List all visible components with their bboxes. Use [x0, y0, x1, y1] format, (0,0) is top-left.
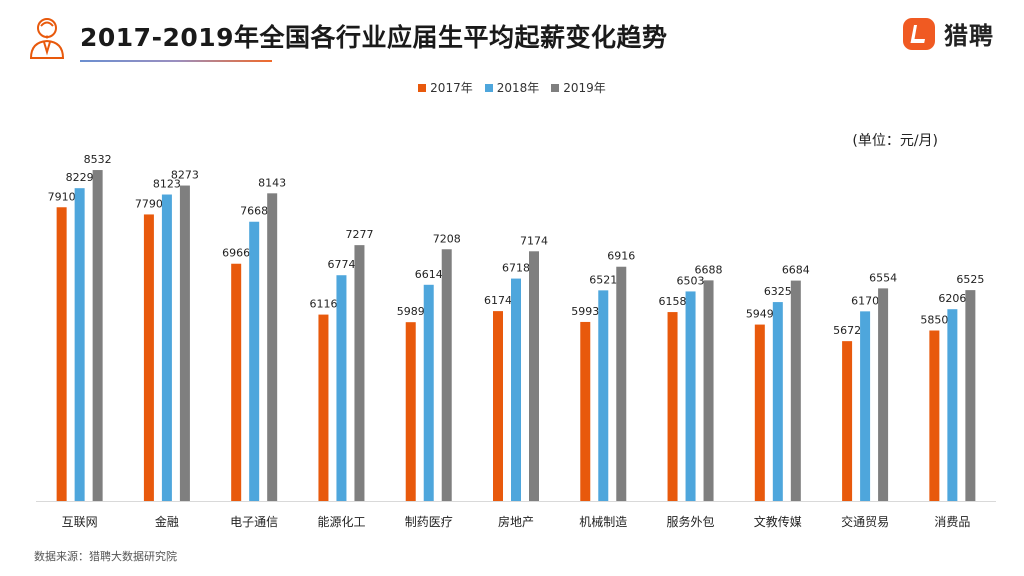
value-label: 6116 — [309, 298, 337, 311]
category-label: 文教传媒 — [754, 514, 802, 529]
value-label: 6684 — [782, 264, 810, 277]
brand-name: 猎聘 — [944, 22, 994, 50]
value-label: 6916 — [607, 250, 635, 263]
liepin-logo-icon — [903, 17, 935, 50]
legend-label-2019: 2019年 — [563, 81, 606, 95]
bar-2018年-金融 — [161, 194, 172, 501]
legend-swatch-2017 — [418, 83, 427, 92]
value-label: 6325 — [764, 285, 792, 298]
value-label: 5850 — [920, 314, 948, 327]
bar-2017年-文教传媒 — [754, 324, 765, 501]
value-label: 5989 — [397, 305, 425, 318]
bar-2019年-制药医疗 — [441, 249, 452, 501]
legend-item-2019: 2019年 — [551, 79, 606, 96]
bar-2018年-电子通信 — [249, 221, 260, 501]
bar-2018年-消费品 — [947, 309, 958, 501]
value-label: 6174 — [484, 294, 512, 307]
legend-swatch-2019 — [551, 83, 560, 92]
category-label: 电子通信 — [230, 515, 278, 529]
value-label: 6525 — [956, 273, 984, 286]
source-label: 数据来源：猎聘大数据研究院 — [34, 550, 177, 563]
bar-2019年-电子通信 — [267, 193, 278, 502]
bar-2017年-能源化工 — [318, 314, 329, 501]
value-label: 6503 — [677, 274, 705, 287]
legend-item-2017: 2017年 — [418, 79, 473, 96]
bar-2017年-金融 — [143, 214, 154, 501]
bar-2019年-能源化工 — [354, 245, 365, 501]
bar-2019年-服务外包 — [703, 280, 714, 501]
bar-2018年-文教传媒 — [772, 302, 783, 501]
value-label: 6966 — [222, 247, 250, 260]
bar-2017年-交通贸易 — [842, 341, 853, 501]
bar-2018年-制药医疗 — [423, 284, 434, 501]
chart-legend: 2017年 2018年 2019年 — [0, 79, 1024, 96]
bar-2019年-机械制造 — [616, 266, 627, 501]
legend-swatch-2018 — [484, 83, 493, 92]
category-label: 互联网 — [62, 515, 98, 529]
value-label: 6206 — [938, 292, 966, 305]
value-label: 6158 — [659, 295, 687, 308]
bar-2018年-互联网 — [74, 188, 85, 501]
bar-2017年-互联网 — [56, 207, 67, 501]
page-title: 2017-2019年全国各行业应届生平均起薪变化趋势 — [80, 23, 668, 52]
bar-2017年-机械制造 — [580, 321, 591, 501]
category-label: 交通贸易 — [841, 514, 889, 529]
title-underline — [80, 60, 272, 62]
bar-2018年-能源化工 — [336, 275, 347, 501]
value-label: 6554 — [869, 271, 897, 284]
category-label: 制药医疗 — [405, 515, 453, 529]
value-label: 7668 — [240, 205, 268, 218]
value-label: 6521 — [589, 273, 617, 286]
category-label: 房地产 — [498, 514, 534, 529]
legend-label-2018: 2018年 — [496, 81, 540, 95]
bar-2018年-房地产 — [511, 278, 521, 501]
value-label: 6170 — [851, 294, 879, 307]
value-label: 7790 — [135, 197, 163, 210]
legend-label-2017: 2017年 — [430, 81, 473, 95]
value-label: 7277 — [345, 228, 373, 241]
bar-2017年-制药医疗 — [405, 322, 416, 501]
value-label: 5672 — [833, 324, 861, 337]
bar-2018年-服务外包 — [685, 291, 696, 501]
category-label: 金融 — [155, 514, 179, 529]
value-label: 8123 — [153, 178, 181, 191]
value-label: 7174 — [520, 234, 548, 247]
bar-2018年-机械制造 — [598, 290, 609, 501]
bar-2019年-文教传媒 — [790, 280, 801, 501]
bar-2018年-交通贸易 — [860, 311, 871, 501]
value-label: 8273 — [171, 169, 199, 182]
bar-2019年-互联网 — [92, 170, 103, 501]
bar-2017年-消费品 — [929, 330, 940, 501]
value-label: 6688 — [695, 263, 723, 276]
header: 2017-2019年全国各行业应届生平均起薪变化趋势 猎聘 — [0, 0, 1024, 70]
bar-2019年-交通贸易 — [878, 288, 889, 501]
value-label: 8229 — [66, 171, 94, 184]
category-label: 消费品 — [934, 515, 970, 529]
value-label: 6614 — [415, 268, 443, 281]
value-label: 8532 — [84, 153, 112, 166]
value-label: 7208 — [433, 232, 461, 245]
bar-2019年-房地产 — [529, 251, 539, 501]
value-label: 7910 — [48, 190, 76, 203]
legend-item-2018: 2018年 — [484, 79, 540, 96]
bar-2017年-服务外包 — [667, 312, 678, 501]
bar-2017年-房地产 — [493, 311, 503, 501]
value-label: 6718 — [502, 262, 530, 275]
value-label: 8143 — [258, 176, 286, 189]
person-icon — [29, 18, 65, 59]
value-label: 6774 — [327, 258, 355, 271]
brand: 猎聘 — [902, 16, 994, 51]
bar-2019年-金融 — [179, 185, 190, 501]
value-label: 5993 — [571, 305, 599, 318]
category-label: 机械制造 — [579, 514, 627, 529]
value-label: 5949 — [746, 308, 774, 321]
category-label: 服务外包 — [667, 514, 715, 529]
bar-2017年-电子通信 — [231, 263, 242, 501]
bar-2019年-消费品 — [965, 290, 976, 501]
unit-label: (单位：元/月) — [852, 133, 938, 149]
category-label: 能源化工 — [317, 515, 365, 529]
